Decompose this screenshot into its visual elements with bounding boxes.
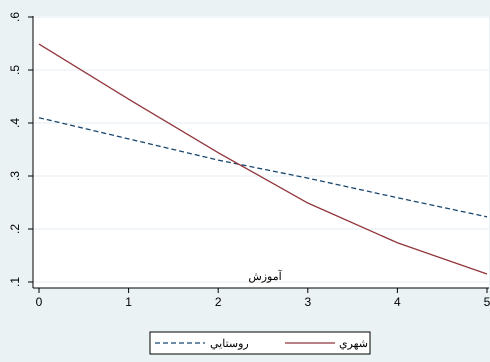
y-tick-label: .3 xyxy=(8,171,22,181)
y-tick-label: .4 xyxy=(8,118,22,128)
x-tick-label: 0 xyxy=(36,295,43,309)
plot-area xyxy=(33,16,489,288)
tick-labels: .1 .2 .3 .4 .5 .6 0 1 2 3 4 5 xyxy=(8,12,490,309)
x-tick-label: 1 xyxy=(125,295,132,309)
legend: شهري روستايي xyxy=(149,331,371,355)
x-tick-label: 4 xyxy=(394,295,401,309)
y-tick-label: .5 xyxy=(8,65,22,75)
x-tick-label: 3 xyxy=(304,295,311,309)
series-line xyxy=(38,43,488,275)
series-lines xyxy=(38,43,488,275)
series-line xyxy=(38,117,488,218)
y-tick-label: .1 xyxy=(8,277,22,287)
legend-label: روستايي xyxy=(210,338,249,350)
axes xyxy=(28,16,489,293)
x-axis-label: آموزش xyxy=(248,270,282,283)
y-tick-label: .2 xyxy=(8,224,22,234)
y-tick-label: .6 xyxy=(8,12,22,22)
x-tick-label: 5 xyxy=(484,295,490,309)
legend-box xyxy=(149,331,371,355)
x-tick-label: 2 xyxy=(215,295,222,309)
legend-label: شهري xyxy=(339,338,368,350)
